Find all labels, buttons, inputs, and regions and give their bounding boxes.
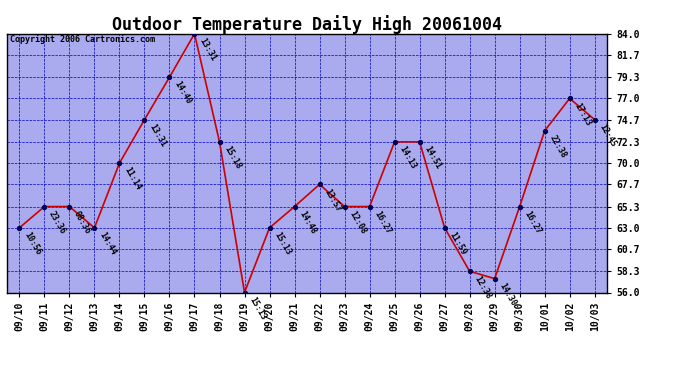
Text: 13:31: 13:31 [197,36,217,63]
Text: 15:13: 15:13 [273,231,293,257]
Text: 14:13: 14:13 [397,145,417,171]
Text: 12:08: 12:08 [347,209,368,236]
Point [39,204,50,210]
Text: 14:30: 14:30 [497,281,518,308]
Point [164,74,175,80]
Point [264,225,275,231]
Point [339,204,350,210]
Text: 11:59: 11:59 [447,231,468,257]
Point [414,139,425,145]
Text: 15:18: 15:18 [222,145,243,171]
Text: 14:51: 14:51 [422,145,443,171]
Point [539,128,550,134]
Text: 13:31: 13:31 [147,123,168,148]
Point [489,276,500,282]
Point [139,117,150,123]
Point [239,290,250,296]
Point [364,204,375,210]
Point [89,225,100,231]
Text: 14:48: 14:48 [297,209,317,236]
Point [564,96,575,102]
Point [14,225,25,231]
Text: 13:57: 13:57 [322,187,343,213]
Text: 23:36: 23:36 [47,209,68,236]
Text: Copyright 2006 Cartronics.com: Copyright 2006 Cartronics.com [10,35,155,44]
Point [439,225,450,231]
Text: 17:13: 17:13 [573,101,593,128]
Text: 16:27: 16:27 [522,209,543,236]
Point [514,204,525,210]
Point [189,31,200,37]
Text: 08:36: 08:36 [72,209,92,236]
Text: 14:40: 14:40 [172,80,193,106]
Point [289,204,300,210]
Point [589,117,600,123]
Text: 16:27: 16:27 [373,209,393,236]
Point [464,268,475,274]
Text: 15:13: 15:13 [247,295,268,321]
Text: 22:38: 22:38 [547,134,568,160]
Text: 14:44: 14:44 [97,231,117,257]
Point [64,204,75,210]
Text: 12:38: 12:38 [473,274,493,300]
Text: 11:14: 11:14 [122,166,143,192]
Title: Outdoor Temperature Daily High 20061004: Outdoor Temperature Daily High 20061004 [112,15,502,34]
Text: 12:45: 12:45 [598,123,618,148]
Point [389,139,400,145]
Text: 10:56: 10:56 [22,231,43,257]
Point [114,160,125,166]
Point [314,182,325,188]
Point [214,139,225,145]
